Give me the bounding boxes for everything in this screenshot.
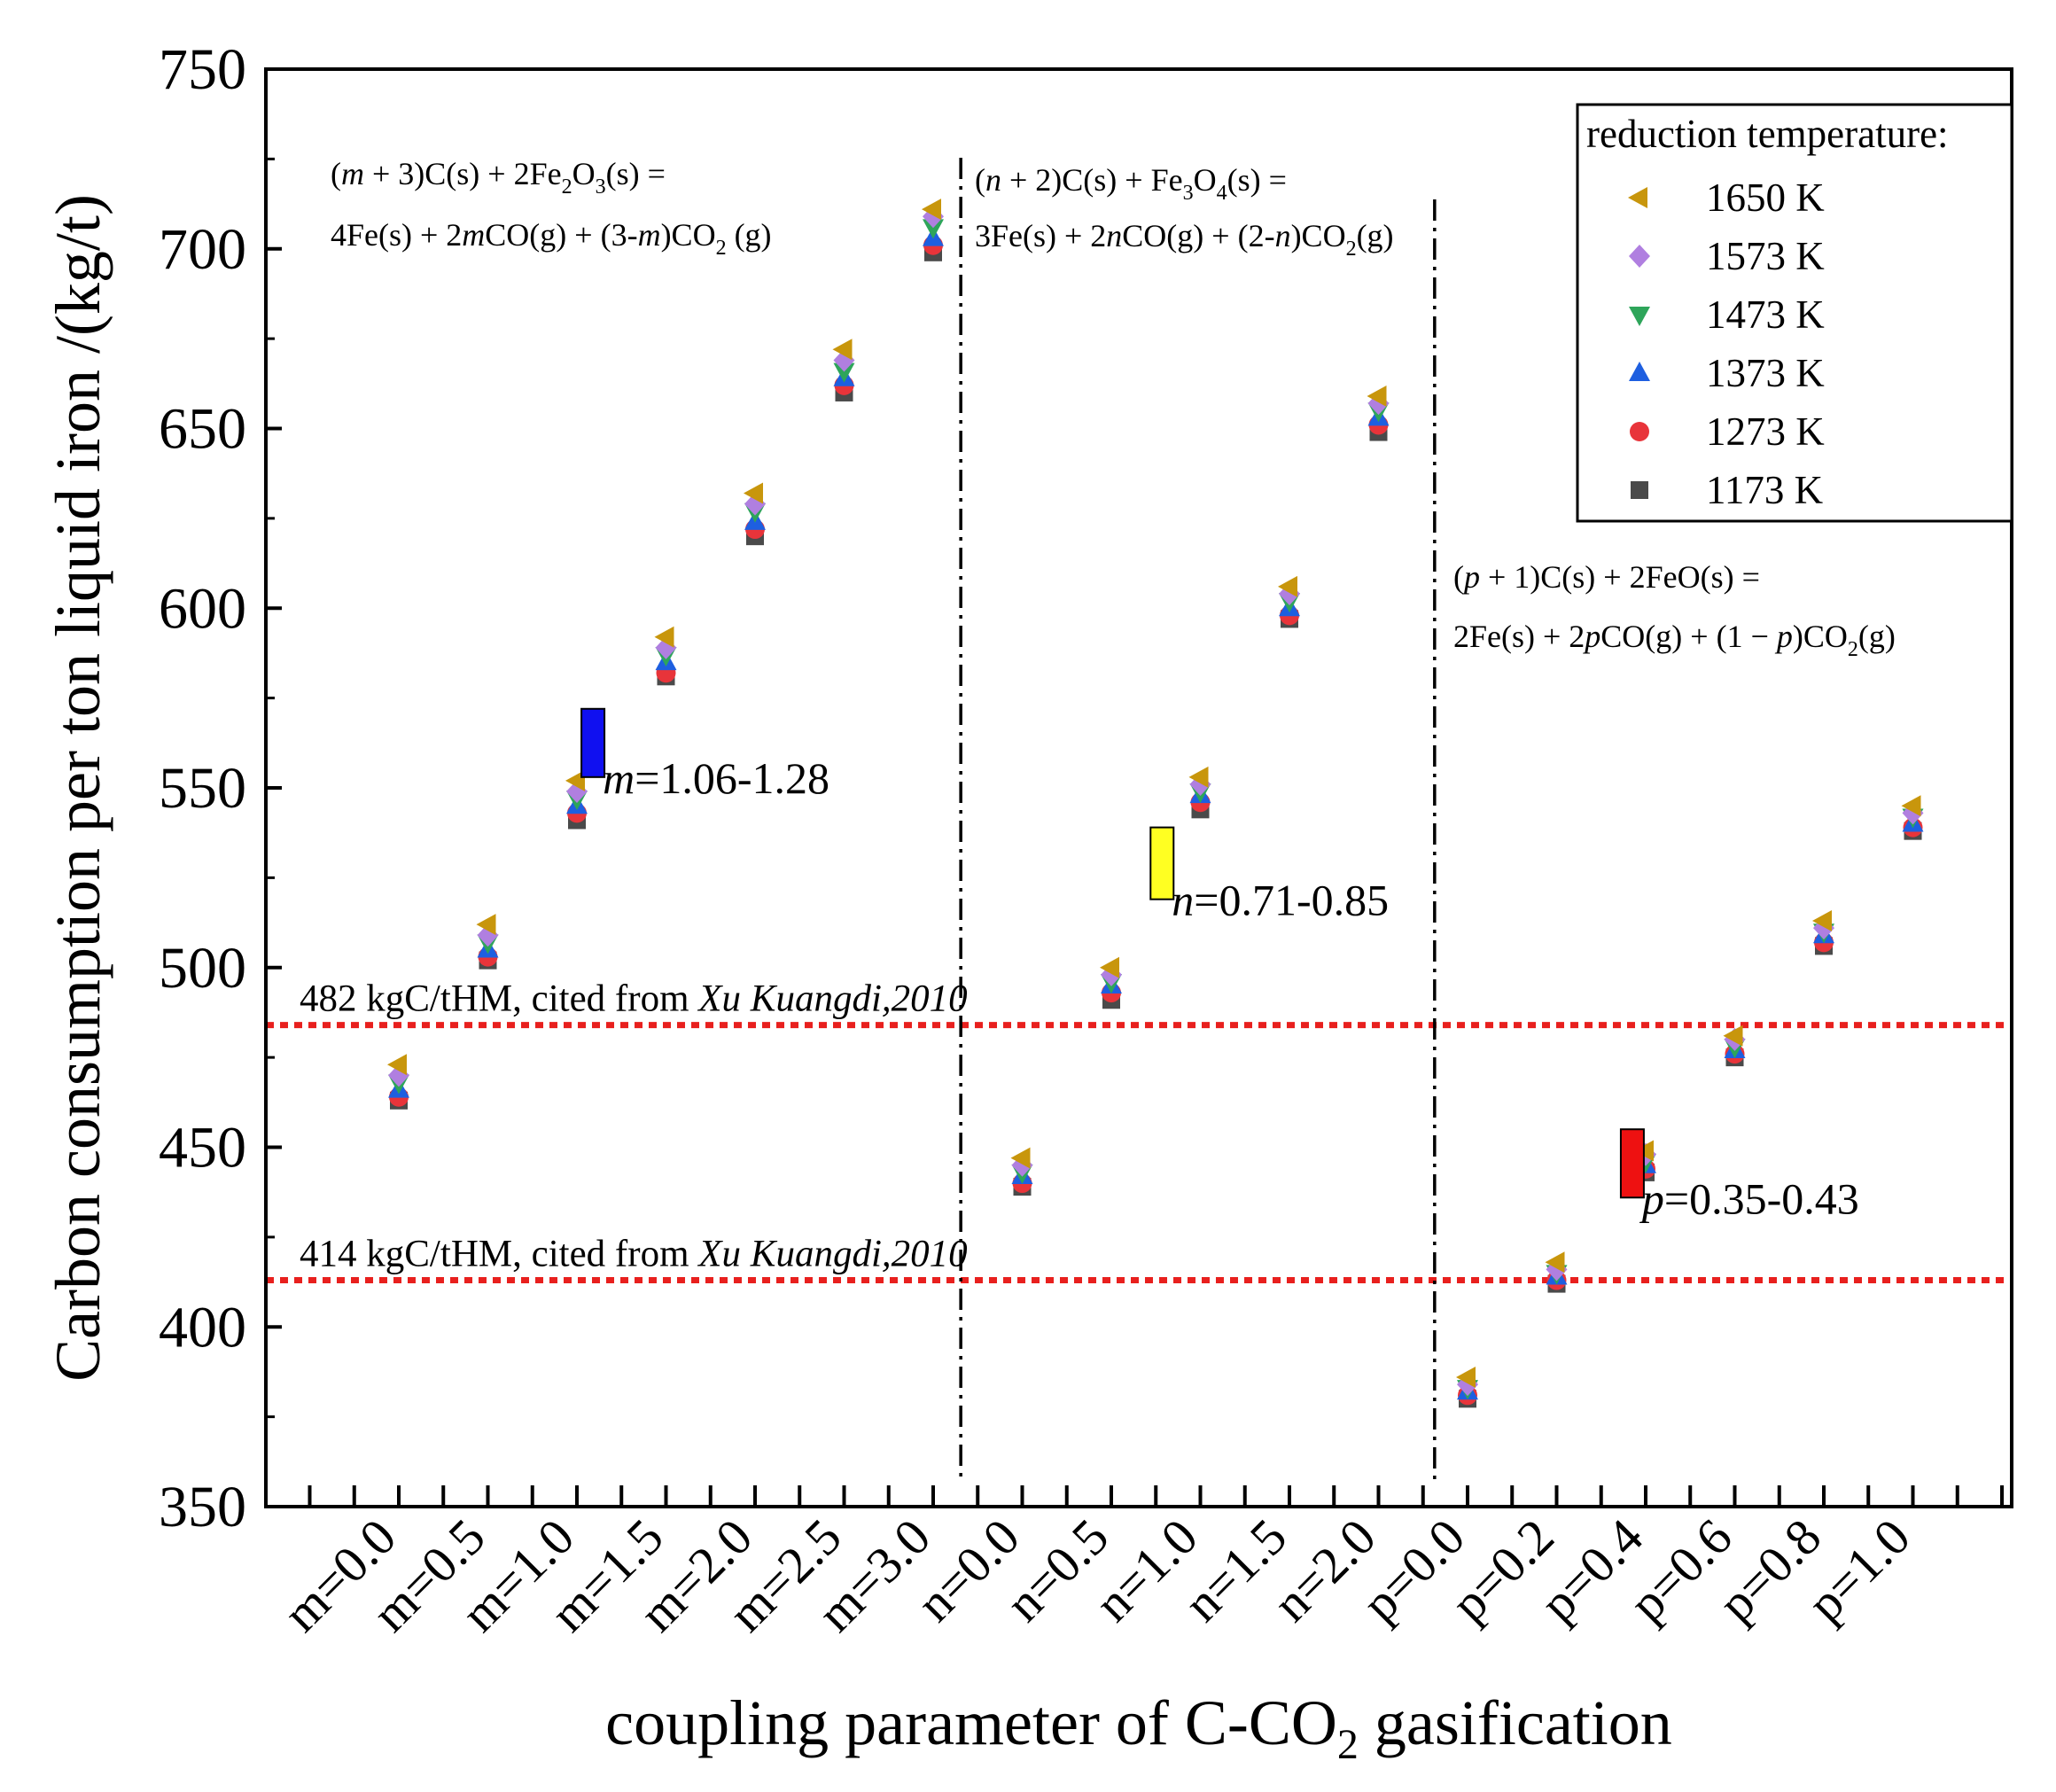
range-band-n bbox=[1149, 826, 1175, 900]
legend-marker bbox=[1631, 481, 1648, 499]
range-label-n: n=0.71-0.85 bbox=[1172, 876, 1389, 925]
reference-label: 482 kgC/tHM, cited from Xu Kuangdi,2010 bbox=[300, 978, 968, 1020]
range-label-m: m=1.06-1.28 bbox=[603, 753, 829, 803]
x-tick-label: n=2.0 bbox=[1262, 1508, 1387, 1632]
y-tick-label: 700 bbox=[159, 217, 246, 282]
reference-label: 414 kgC/tHM, cited from Xu Kuangdi,2010 bbox=[300, 1234, 968, 1275]
x-tick-label: n=0.0 bbox=[906, 1508, 1031, 1632]
data-point bbox=[1456, 1367, 1476, 1389]
reaction-equations: (m + 3)C(s) + 2Fe2O3(s) = 4Fe(s) + 2mCO(g… bbox=[331, 156, 1896, 661]
y-tick-label: 650 bbox=[159, 397, 246, 462]
data-point bbox=[1278, 575, 1297, 597]
x-tick-label: p=0.4 bbox=[1529, 1508, 1654, 1632]
y-tick-label: 350 bbox=[159, 1475, 246, 1539]
reference-lines: 482 kgC/tHM, cited from Xu Kuangdi,2010 4… bbox=[266, 978, 2012, 1284]
y-tick-label: 450 bbox=[159, 1116, 246, 1180]
x-axis-title: coupling parameter of C-CO2 gasification bbox=[605, 1687, 1672, 1768]
y-tick-label: 500 bbox=[159, 936, 246, 1001]
range-label-p: p=0.35-0.43 bbox=[1639, 1173, 1859, 1223]
legend-marker bbox=[1629, 362, 1650, 381]
equation-line: (n + 2)C(s) + Fe3O4(s) = bbox=[975, 162, 1287, 205]
legend-label: 1573 K bbox=[1706, 234, 1825, 278]
legend-label: 1473 K bbox=[1706, 292, 1825, 337]
y-axis-title: Carbon consumption per ton liquid iron /… bbox=[43, 194, 113, 1382]
data-point bbox=[1100, 956, 1119, 978]
x-tick-label: n=1.5 bbox=[1172, 1508, 1297, 1632]
data-point bbox=[1010, 1147, 1031, 1169]
y-tick-label: 750 bbox=[159, 37, 246, 102]
data-point bbox=[1188, 766, 1209, 788]
data-point bbox=[833, 362, 855, 383]
separator-lines bbox=[959, 158, 1437, 1482]
x-tick-label: p=0.8 bbox=[1707, 1508, 1832, 1632]
equation-line: (m + 3)C(s) + 2Fe2O3(s) = bbox=[331, 156, 666, 199]
range-bands: m=1.06-1.28 n=0.71-0.85 p=0.35-0.43 bbox=[580, 707, 1859, 1223]
data-point bbox=[744, 482, 763, 504]
data-point bbox=[1723, 1025, 1743, 1047]
legend-title: reduction temperature: bbox=[1586, 112, 1949, 156]
x-tick-label: p=1.0 bbox=[1796, 1508, 1921, 1632]
equation-line: 4Fe(s) + 2mCO(g) + (3-m)CO2 (g) bbox=[331, 217, 772, 260]
x-tick-label: p=0.6 bbox=[1618, 1508, 1743, 1632]
equation-line: 2Fe(s) + 2pCO(g) + (1 − p)CO2(g) bbox=[1453, 619, 1896, 661]
legend-label: 1650 K bbox=[1706, 175, 1825, 220]
y-tick-label: 550 bbox=[159, 756, 246, 821]
y-tick-label: 400 bbox=[159, 1295, 246, 1360]
data-point bbox=[476, 914, 496, 936]
x-tick-label: p=0.0 bbox=[1351, 1508, 1476, 1632]
data-point bbox=[1545, 1251, 1565, 1274]
range-band-p bbox=[1619, 1128, 1645, 1199]
legend-label: 1373 K bbox=[1706, 351, 1825, 395]
data-point bbox=[654, 626, 674, 648]
legend-marker bbox=[1628, 187, 1647, 208]
data-point bbox=[923, 219, 944, 239]
data-point bbox=[922, 199, 941, 221]
legend-marker bbox=[1629, 245, 1650, 268]
legend-marker bbox=[1630, 422, 1649, 441]
equation-line: (p + 1)C(s) + 2FeO(s) = bbox=[1453, 559, 1760, 595]
data-point bbox=[1901, 795, 1921, 817]
data-point bbox=[1367, 386, 1387, 408]
legend-marker bbox=[1629, 307, 1650, 326]
data-point bbox=[387, 1054, 407, 1076]
x-tick-label: n=0.5 bbox=[994, 1508, 1119, 1632]
legend-box bbox=[1576, 103, 2013, 523]
series-1650-K bbox=[387, 199, 1921, 1389]
range-band-m bbox=[580, 707, 606, 778]
legend: reduction temperature: 1650 K 1573 K 1473 K… bbox=[1576, 103, 2013, 523]
x-tick-label: p=0.2 bbox=[1440, 1508, 1565, 1632]
legend-label: 1273 K bbox=[1706, 409, 1825, 454]
y-tick-label: 600 bbox=[159, 576, 246, 641]
x-tick-label: n=1.0 bbox=[1084, 1508, 1209, 1632]
legend-label: 1173 K bbox=[1706, 468, 1824, 512]
data-point bbox=[565, 769, 585, 791]
data-point bbox=[1812, 910, 1832, 932]
equation-line: 3Fe(s) + 2nCO(g) + (2-n)CO2(g) bbox=[975, 218, 1394, 261]
data-point bbox=[832, 339, 853, 361]
